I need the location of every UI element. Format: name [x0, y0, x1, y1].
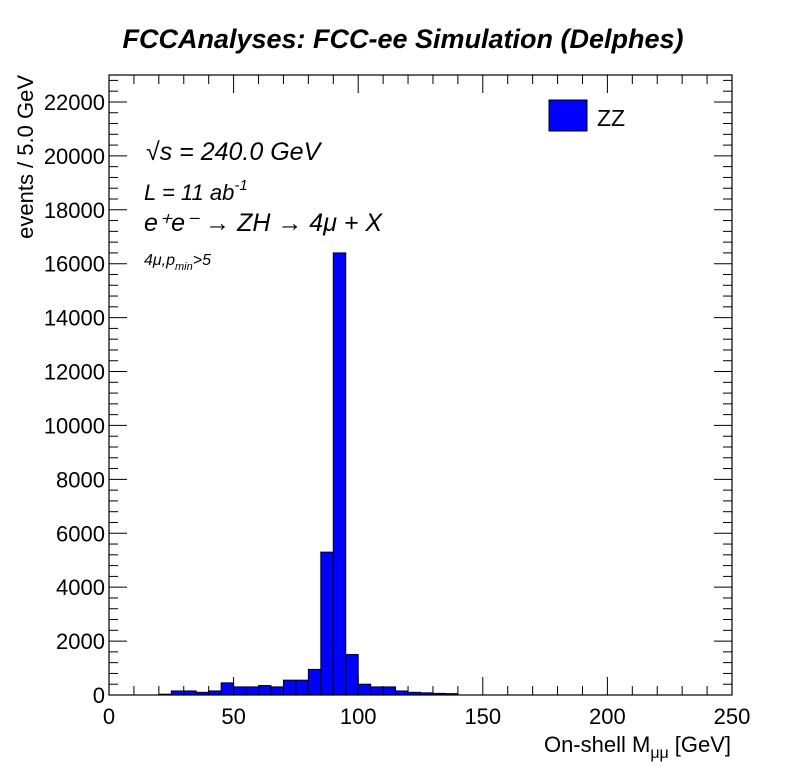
y-tick-label: 16000 [44, 252, 105, 277]
y-tick-label: 4000 [56, 575, 105, 600]
y-tick-label: 10000 [44, 413, 105, 438]
chart-title: FCCAnalyses: FCC-ee Simulation (Delphes) [122, 24, 683, 54]
y-axis-ticks: 0 2000 4000 6000 8000 10000 12000 14000 16000 180… [44, 79, 732, 708]
x-tick-label: 50 [221, 704, 245, 729]
legend: ZZ [548, 99, 625, 132]
histogram-bar [382, 686, 397, 696]
legend-label-zz: ZZ [597, 105, 625, 131]
y-axis-label: events / 5.0 GeV [13, 75, 38, 239]
histogram-bar [357, 683, 372, 696]
histogram-bar [270, 686, 284, 696]
histogram-bar [245, 686, 260, 696]
x-tick-label: 200 [589, 704, 626, 729]
plot-frame [108, 74, 733, 696]
y-tick-label: 6000 [56, 521, 105, 546]
y-tick-label: 2000 [56, 629, 105, 654]
x-tick-label: 150 [464, 704, 501, 729]
x-axis-label: On-shell Mμμ [GeV] [544, 732, 731, 762]
selection-main: 4μ,p [144, 252, 175, 269]
y-tick-label: 22000 [44, 90, 105, 115]
luminosity-label: L = 11 ab [144, 180, 234, 205]
histogram-bar [170, 690, 185, 696]
legend-swatch-zz [548, 99, 588, 132]
energy-annotation: √s = 240.0 GeV [146, 138, 323, 166]
luminosity-annotation: L = 11 ab-1 [144, 177, 248, 205]
histogram-bar [220, 682, 235, 696]
histogram-bar [307, 668, 322, 696]
process-annotation: e⁺e⁻ → ZH → 4μ + X [144, 209, 383, 237]
histogram-bar [208, 690, 222, 696]
selection-annotation: 4μ,pmin>5 [144, 252, 211, 273]
y-tick-label: 12000 [44, 360, 105, 385]
x-tick-label: 0 [103, 704, 115, 729]
y-tick-label: 8000 [56, 467, 105, 492]
x-tick-label: 100 [340, 704, 377, 729]
histogram-bar [320, 551, 334, 696]
x-axis-label-sub: μμ [650, 745, 668, 762]
y-tick-label: 0 [93, 683, 105, 708]
histogram-bar [332, 252, 347, 696]
x-axis-label-main: On-shell M [544, 732, 650, 757]
y-tick-label: 14000 [44, 306, 105, 331]
histogram-bar [370, 686, 384, 696]
x-axis-label-unit: [GeV] [675, 732, 731, 757]
histogram-bar [258, 685, 272, 696]
histogram-bar [233, 686, 247, 696]
histogram-bar [183, 690, 197, 696]
histogram-bar [395, 690, 409, 696]
selection-tail: >5 [193, 252, 211, 269]
histogram-bar [282, 679, 297, 696]
histogram-bar [295, 679, 309, 696]
luminosity-exponent: -1 [234, 177, 247, 194]
x-axis-ticks: 0 50 100 150 200 250 [103, 75, 750, 729]
y-tick-label: 18000 [44, 198, 105, 223]
histogram-bar [345, 654, 359, 696]
x-tick-label: 250 [714, 704, 751, 729]
histogram-bars [158, 252, 459, 696]
selection-subscript: min [175, 261, 193, 273]
y-tick-label: 20000 [44, 144, 105, 169]
